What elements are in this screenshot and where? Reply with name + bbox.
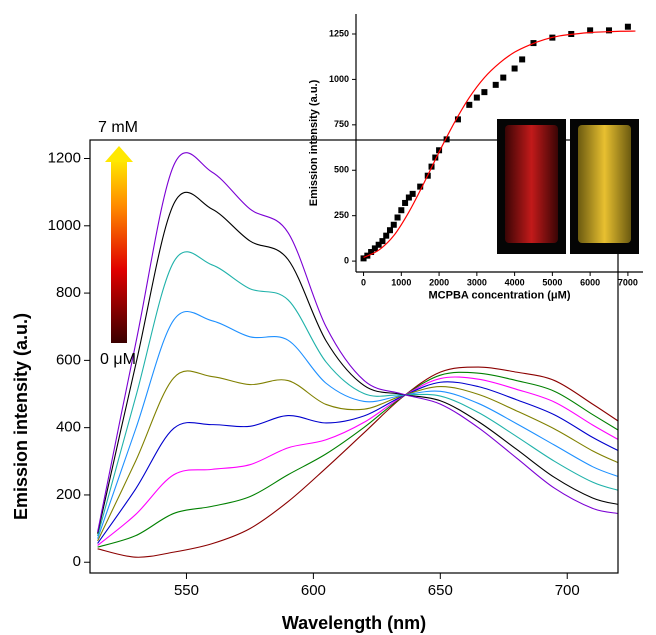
- point: [443, 136, 450, 143]
- x-tick-label: 6000: [580, 278, 600, 288]
- x-tick-label: 2000: [429, 278, 449, 288]
- curve: [97, 366, 619, 558]
- x-tick-label: 600: [301, 582, 326, 599]
- y-tick-label: 750: [334, 119, 349, 129]
- y-tick-label: 500: [334, 165, 349, 175]
- curve: [97, 370, 619, 542]
- y-tick-label: 0: [73, 553, 81, 570]
- arrow-head: [105, 146, 133, 162]
- point: [500, 74, 507, 81]
- point: [371, 245, 378, 252]
- point: [519, 56, 526, 63]
- curve: [97, 191, 619, 534]
- x-tick-label: 550: [174, 582, 199, 599]
- curve: [97, 376, 619, 546]
- plot-frame: [89, 139, 619, 574]
- point: [383, 232, 390, 239]
- x-tick-label: 1000: [391, 278, 411, 288]
- point: [375, 241, 382, 248]
- arrow: [105, 146, 133, 343]
- point: [379, 238, 386, 245]
- curve: [363, 30, 636, 259]
- point: [492, 81, 499, 88]
- point: [606, 27, 613, 34]
- vial-photos: [497, 119, 639, 254]
- x-axis-label: MCPBA concentration (μM): [429, 290, 571, 302]
- curve: [97, 310, 619, 539]
- point: [390, 221, 397, 228]
- y-tick-label: 1000: [329, 74, 349, 84]
- y-tick-label: 0: [344, 255, 349, 265]
- point: [481, 89, 488, 96]
- point: [402, 199, 409, 206]
- point: [405, 194, 412, 201]
- point: [368, 249, 375, 256]
- point: [473, 94, 480, 101]
- x-tick-label: 5000: [542, 278, 562, 288]
- curve: [97, 371, 619, 548]
- inset-plot: 0 1000 2000 3000 4000 5000 6000 7000 0 250 500 750 1…: [308, 14, 643, 302]
- point: [466, 101, 473, 108]
- annotation: 0 μM: [100, 351, 136, 368]
- annotation: 7 mM: [98, 119, 138, 136]
- y-tick-label: 600: [56, 351, 81, 368]
- vial: [578, 125, 631, 243]
- y-tick-label: 250: [334, 210, 349, 220]
- y-tick-label: 1200: [48, 149, 81, 166]
- x-tick-label: 7000: [618, 278, 638, 288]
- y-tick-label: 1000: [48, 217, 81, 234]
- curve: [97, 381, 619, 544]
- y-tick-label: 400: [56, 419, 81, 436]
- x-axis-label: Wavelength (nm): [282, 613, 426, 633]
- point: [360, 255, 367, 262]
- point: [454, 116, 461, 123]
- y-tick-label: 800: [56, 284, 81, 301]
- x-tick-label: 700: [555, 582, 580, 599]
- point: [436, 147, 443, 154]
- x-tick-label: 3000: [467, 278, 487, 288]
- x-tick-label: 0: [361, 278, 366, 288]
- point: [386, 227, 393, 234]
- curve: [97, 251, 619, 537]
- point: [511, 65, 518, 72]
- main-plot: 550 600 650 700 0 200 400 600 800 1000 1200 Wavelen…: [11, 139, 619, 633]
- point: [398, 207, 405, 214]
- point: [417, 183, 424, 190]
- point: [409, 190, 416, 197]
- x-tick-label: 650: [428, 582, 453, 599]
- x-tick-label: 4000: [505, 278, 525, 288]
- point: [624, 23, 631, 30]
- point: [587, 27, 594, 34]
- vial: [505, 125, 558, 243]
- point: [394, 214, 401, 221]
- curve: [97, 152, 619, 533]
- point: [432, 154, 439, 161]
- y-tick-label: 1250: [329, 28, 349, 38]
- y-tick-label: 200: [56, 486, 81, 503]
- y-axis-label: Emission intensity (a.u.): [11, 313, 31, 520]
- arrow-shaft: [111, 160, 127, 343]
- y-axis-label: Emission intensity (a.u.): [308, 79, 320, 206]
